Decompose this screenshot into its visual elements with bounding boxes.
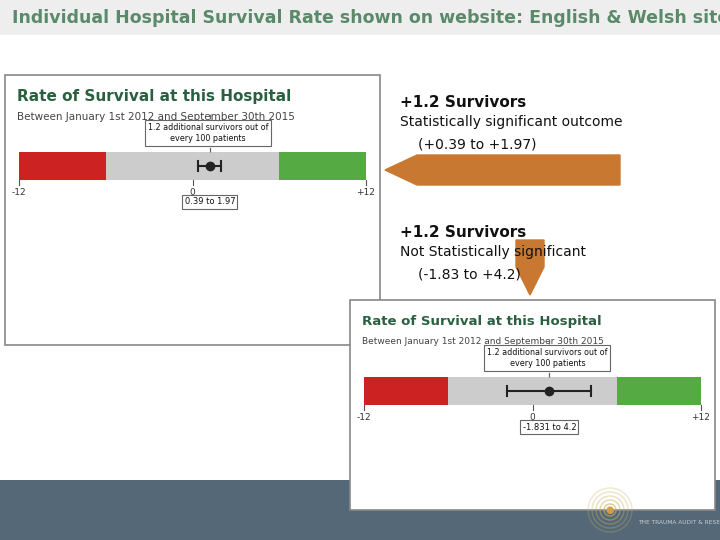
Text: Individual Hospital Survival Rate shown on website: English & Welsh sites only: Individual Hospital Survival Rate shown … <box>12 9 720 27</box>
Text: (+0.39 to +1.97): (+0.39 to +1.97) <box>418 137 536 151</box>
Bar <box>364 377 449 405</box>
FancyArrow shape <box>516 240 544 295</box>
Text: 0: 0 <box>530 413 536 422</box>
Bar <box>0 0 720 35</box>
Text: TARN: TARN <box>638 492 704 512</box>
Bar <box>0 480 720 540</box>
Text: Statistically significant outcome: Statistically significant outcome <box>400 115 623 129</box>
Text: Not Statistically significant: Not Statistically significant <box>400 245 586 259</box>
Bar <box>449 377 617 405</box>
Bar <box>5 75 380 345</box>
Text: 1.2 additional survivors out of
every 100 patients: 1.2 additional survivors out of every 10… <box>487 348 608 368</box>
Bar <box>350 300 715 510</box>
Text: 1.2 additional survivors out of
every 100 patients: 1.2 additional survivors out of every 10… <box>148 123 268 143</box>
Text: +1.2 Survivors: +1.2 Survivors <box>400 225 526 240</box>
Text: Rate of Survival at this Hospital: Rate of Survival at this Hospital <box>362 315 602 328</box>
Text: +1.2 Survivors: +1.2 Survivors <box>400 95 526 110</box>
Text: -12: -12 <box>12 188 27 197</box>
Text: 0: 0 <box>189 188 195 197</box>
Bar <box>106 152 279 180</box>
Text: +12: +12 <box>692 413 711 422</box>
Text: Between January 1st 2012 and September 30th 2015: Between January 1st 2012 and September 3… <box>362 338 604 347</box>
Bar <box>279 152 366 180</box>
Text: Between January 1st 2012 and September 30th 2015: Between January 1st 2012 and September 3… <box>17 112 295 122</box>
Text: 0.39 to 1.97: 0.39 to 1.97 <box>184 198 235 206</box>
Bar <box>617 377 701 405</box>
Text: (-1.83 to +4.2): (-1.83 to +4.2) <box>418 267 521 281</box>
Text: Rate of Survival at this Hospital: Rate of Survival at this Hospital <box>17 90 292 105</box>
Bar <box>19 152 106 180</box>
Text: -12: -12 <box>356 413 372 422</box>
Text: +12: +12 <box>356 188 375 197</box>
FancyArrow shape <box>385 155 620 185</box>
Text: THE TRAUMA AUDIT & RESEARCH NETWORK: THE TRAUMA AUDIT & RESEARCH NETWORK <box>638 520 720 525</box>
Text: -1.831 to 4.2: -1.831 to 4.2 <box>523 422 576 431</box>
